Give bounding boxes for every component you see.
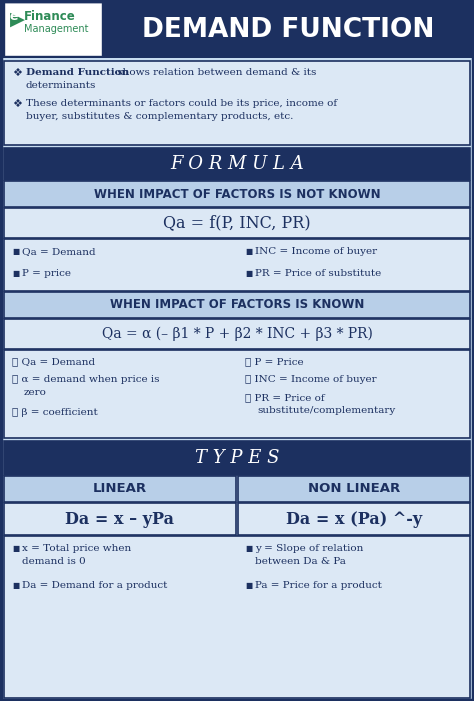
Text: buyer, substitutes & complementary products, etc.: buyer, substitutes & complementary produ… bbox=[26, 112, 293, 121]
Text: determinants: determinants bbox=[26, 81, 96, 90]
Text: DEMAND FUNCTION: DEMAND FUNCTION bbox=[142, 17, 434, 43]
Text: ❖: ❖ bbox=[12, 68, 22, 78]
Text: ❖: ❖ bbox=[12, 99, 22, 109]
Text: These determinants or factors could be its price, income of: These determinants or factors could be i… bbox=[26, 99, 337, 108]
Text: WHEN IMPACT OF FACTORS IS KNOWN: WHEN IMPACT OF FACTORS IS KNOWN bbox=[110, 299, 364, 311]
Text: ❖ INC = Income of buyer: ❖ INC = Income of buyer bbox=[245, 375, 377, 384]
Text: WHEN IMPACT OF FACTORS IS NOT KNOWN: WHEN IMPACT OF FACTORS IS NOT KNOWN bbox=[94, 187, 380, 200]
FancyBboxPatch shape bbox=[4, 536, 470, 698]
Text: ■: ■ bbox=[12, 247, 19, 256]
Text: ❖ Qa = Demand: ❖ Qa = Demand bbox=[12, 357, 95, 366]
Text: shows relation between demand & its: shows relation between demand & its bbox=[114, 68, 316, 77]
Text: ■: ■ bbox=[245, 269, 252, 278]
Text: Da = Demand for a product: Da = Demand for a product bbox=[22, 581, 167, 590]
FancyBboxPatch shape bbox=[0, 0, 474, 58]
Text: ❖ α = demand when price is: ❖ α = demand when price is bbox=[12, 375, 159, 384]
FancyBboxPatch shape bbox=[4, 208, 470, 238]
FancyBboxPatch shape bbox=[238, 476, 470, 502]
Text: Qa = α (– β1 * P + β2 * INC + β3 * PR): Qa = α (– β1 * P + β2 * INC + β3 * PR) bbox=[101, 327, 373, 341]
Text: ■: ■ bbox=[12, 269, 19, 278]
Text: ■: ■ bbox=[245, 247, 252, 256]
Text: Qa = f(P, INC, PR): Qa = f(P, INC, PR) bbox=[163, 215, 311, 231]
Text: ❖ P = Price: ❖ P = Price bbox=[245, 357, 304, 366]
Text: Pa = Price for a product: Pa = Price for a product bbox=[255, 581, 382, 590]
Text: y = Slope of relation: y = Slope of relation bbox=[255, 544, 364, 553]
Text: LINEAR: LINEAR bbox=[93, 482, 147, 496]
Text: ❖ PR = Price of: ❖ PR = Price of bbox=[245, 393, 325, 402]
Text: INC = Income of buyer: INC = Income of buyer bbox=[255, 247, 377, 256]
Text: x = Total price when: x = Total price when bbox=[22, 544, 131, 553]
Text: F O R M U L A: F O R M U L A bbox=[170, 155, 304, 173]
Text: NON LINEAR: NON LINEAR bbox=[308, 482, 400, 496]
Text: PR = Price of substitute: PR = Price of substitute bbox=[255, 269, 381, 278]
Text: Demand Function: Demand Function bbox=[26, 68, 129, 77]
Text: e: e bbox=[10, 10, 18, 23]
Text: ■: ■ bbox=[12, 544, 19, 553]
Text: T Y P E S: T Y P E S bbox=[195, 449, 279, 467]
Text: ▶: ▶ bbox=[10, 10, 25, 29]
FancyBboxPatch shape bbox=[4, 292, 470, 318]
FancyBboxPatch shape bbox=[4, 441, 470, 475]
FancyBboxPatch shape bbox=[4, 2, 102, 56]
Text: Da = x (Pa) ^-y: Da = x (Pa) ^-y bbox=[286, 510, 422, 527]
FancyBboxPatch shape bbox=[4, 148, 470, 180]
Text: ❖ β = coefficient: ❖ β = coefficient bbox=[12, 408, 98, 417]
Text: Finance: Finance bbox=[24, 10, 76, 23]
Text: Da = x – yPa: Da = x – yPa bbox=[65, 510, 174, 527]
Text: between Da & Pa: between Da & Pa bbox=[255, 557, 346, 566]
Text: P = price: P = price bbox=[22, 269, 71, 278]
Text: ■: ■ bbox=[245, 581, 252, 590]
Text: ■: ■ bbox=[245, 544, 252, 553]
FancyBboxPatch shape bbox=[4, 239, 470, 291]
Text: Qa = Demand: Qa = Demand bbox=[22, 247, 96, 256]
FancyBboxPatch shape bbox=[238, 503, 470, 535]
FancyBboxPatch shape bbox=[4, 61, 470, 145]
Text: Management: Management bbox=[24, 24, 89, 34]
FancyBboxPatch shape bbox=[4, 319, 470, 349]
FancyBboxPatch shape bbox=[4, 503, 236, 535]
FancyBboxPatch shape bbox=[4, 476, 236, 502]
Text: substitute/complementary: substitute/complementary bbox=[257, 406, 395, 415]
FancyBboxPatch shape bbox=[4, 350, 470, 438]
Text: ■: ■ bbox=[12, 581, 19, 590]
Text: demand is 0: demand is 0 bbox=[22, 557, 86, 566]
FancyBboxPatch shape bbox=[4, 181, 470, 207]
Text: zero: zero bbox=[24, 388, 47, 397]
